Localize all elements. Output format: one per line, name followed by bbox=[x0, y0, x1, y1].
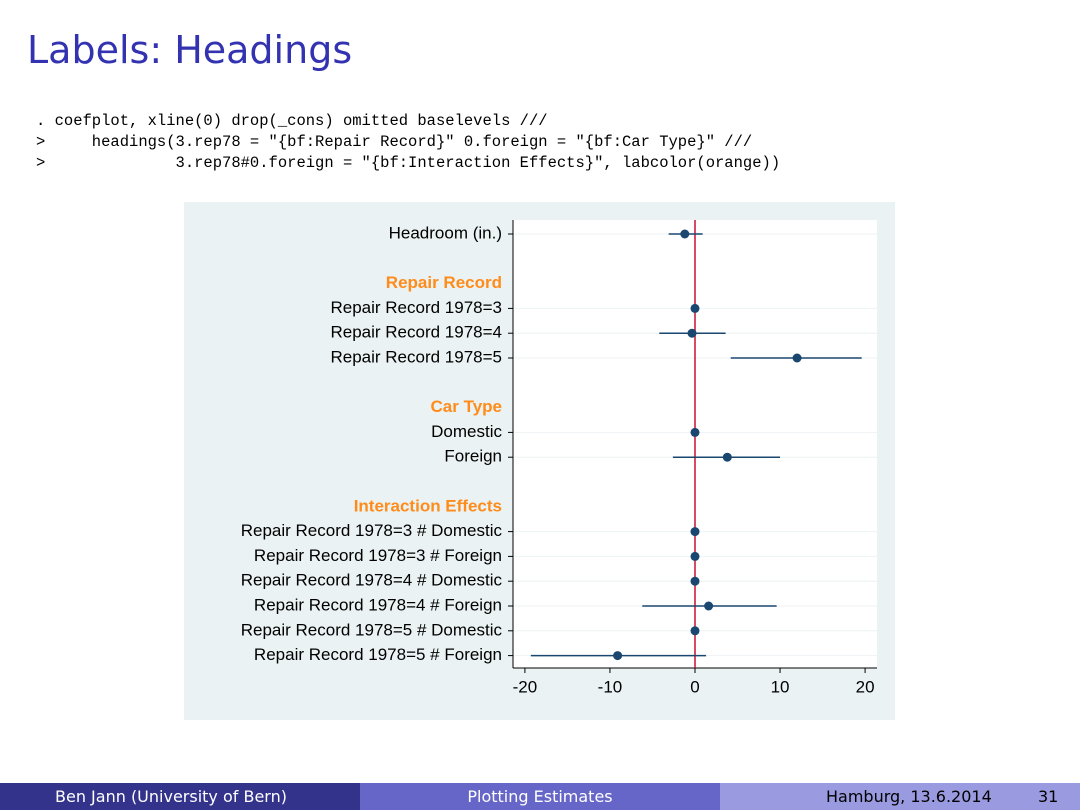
y-tick-label: Repair Record 1978=4 # Foreign bbox=[254, 595, 502, 614]
point-estimate bbox=[690, 427, 700, 437]
footer-left: Ben Jann (University of Bern) bbox=[0, 783, 360, 810]
y-tick-label: Repair Record 1978=3 # Domestic bbox=[241, 521, 503, 540]
x-tick-label: 0 bbox=[690, 677, 699, 696]
y-tick-label: Repair Record 1978=5 # Foreign bbox=[254, 645, 502, 664]
heading-label: Car Type bbox=[431, 397, 503, 416]
x-tick-label: -10 bbox=[598, 677, 623, 696]
y-tick-label: Repair Record 1978=5 # Domestic bbox=[241, 620, 503, 639]
code-line: . coefplot, xline(0) drop(_cons) omitted… bbox=[36, 112, 548, 130]
point-estimate bbox=[690, 551, 700, 561]
y-tick-label: Repair Record 1978=5 bbox=[330, 347, 502, 366]
point-estimate bbox=[613, 651, 623, 661]
point-estimate bbox=[704, 601, 714, 611]
y-tick-label: Foreign bbox=[444, 447, 502, 466]
y-tick-label: Repair Record 1978=3 # Foreign bbox=[254, 546, 502, 565]
footer-author: Ben Jann (University of Bern) bbox=[55, 787, 287, 806]
y-tick-label: Headroom (in.) bbox=[389, 223, 502, 242]
point-estimate bbox=[792, 353, 802, 363]
point-estimate bbox=[722, 452, 732, 462]
code-line: > headings(3.rep78 = "{bf:Repair Record}… bbox=[36, 133, 753, 151]
y-tick-label: Repair Record 1978=4 # Domestic bbox=[241, 571, 503, 590]
y-tick-label: Domestic bbox=[431, 422, 502, 441]
point-estimate bbox=[690, 626, 700, 636]
x-tick-label: 20 bbox=[856, 677, 875, 696]
code-line: > 3.rep78#0.foreign = "{bf:Interaction E… bbox=[36, 154, 781, 172]
x-tick-label: -20 bbox=[513, 677, 538, 696]
footer-middle: Plotting Estimates bbox=[360, 783, 720, 810]
point-estimate bbox=[690, 527, 700, 537]
slide-title: Labels: Headings bbox=[27, 28, 353, 72]
point-estimate bbox=[687, 328, 697, 338]
point-estimate bbox=[680, 229, 690, 239]
y-tick-label: Repair Record 1978=4 bbox=[330, 323, 502, 342]
footer-place: Hamburg, 13.6.2014 bbox=[826, 787, 992, 806]
chart: -20 -10 0 10 20 Headroom (in.) Repair Record Re… bbox=[184, 202, 895, 720]
x-tick-label: 10 bbox=[771, 677, 790, 696]
heading-label: Interaction Effects bbox=[354, 496, 502, 515]
point-estimate bbox=[690, 576, 700, 586]
footer-page: 31 bbox=[1038, 787, 1059, 806]
point-estimate bbox=[690, 303, 700, 313]
footer-right: Hamburg, 13.6.2014 31 bbox=[720, 783, 1080, 810]
y-tick-label: Repair Record 1978=3 bbox=[330, 298, 502, 317]
heading-label: Repair Record bbox=[386, 273, 502, 292]
footer-talk: Plotting Estimates bbox=[467, 787, 613, 806]
